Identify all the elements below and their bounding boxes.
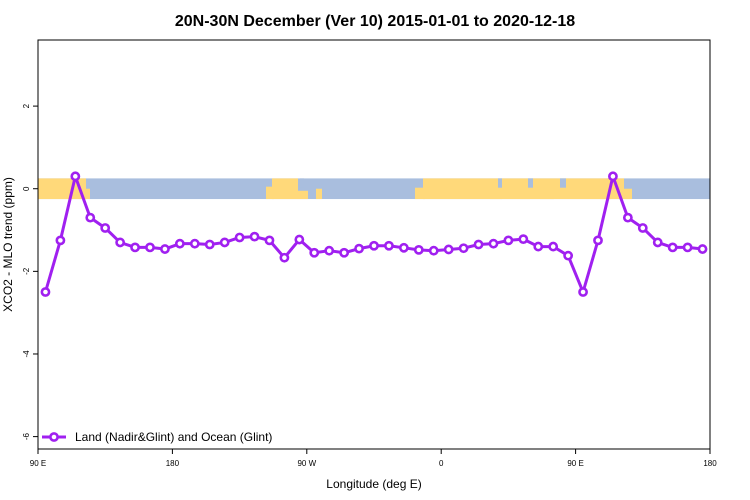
y-tick-label: 0: [22, 186, 31, 191]
ocean-inlet-1: [498, 178, 502, 188]
data-point: [458, 243, 469, 254]
data-point: [264, 235, 275, 246]
x-axis-label: Longitude (deg E): [326, 477, 421, 491]
x-tick-label: 90 E: [30, 459, 46, 468]
legend: Land (Nadir&Glint) and Ocean (Glint): [42, 430, 272, 444]
data-point: [608, 171, 618, 182]
data-point: [85, 212, 96, 223]
data-point: [667, 242, 678, 253]
x-axis: 90 E 180 90 W 0 90 E 180: [30, 449, 717, 468]
land-africa-asia: [423, 178, 611, 200]
ocean-inlet-3: [560, 178, 566, 188]
y-tick-label: 2: [22, 103, 31, 108]
data-point: [354, 243, 364, 254]
data-point: [578, 287, 588, 297]
data-point: [219, 237, 230, 248]
y-tick-label: -2: [22, 267, 31, 275]
data-point: [384, 240, 394, 251]
data-point: [593, 235, 603, 246]
data-point: [518, 234, 529, 245]
data-point: [234, 232, 245, 243]
data-point: [548, 241, 559, 252]
x-tick-label: 180: [703, 459, 717, 468]
plot-frame: [37, 39, 711, 450]
data-point: [174, 238, 185, 249]
y-tick-label: -6: [22, 433, 31, 441]
land-coast-0: [80, 188, 90, 200]
land-north-america: [272, 178, 298, 200]
data-point: [279, 252, 290, 263]
data-point: [294, 234, 305, 245]
data-point: [145, 242, 155, 253]
data-point: [324, 245, 335, 256]
map-band: [38, 178, 710, 200]
land-coast-3: [316, 188, 322, 200]
x-tick-label: 90 E: [567, 459, 583, 468]
data-point: [115, 237, 126, 248]
ocean-inlet-2: [528, 178, 533, 188]
y-axis-label: XCO2 - MLO trend (ppm): [1, 177, 15, 312]
data-point: [563, 250, 574, 261]
data-point: [488, 238, 499, 249]
data-point: [443, 244, 454, 255]
legend-label: Land (Nadir&Glint) and Ocean (Glint): [75, 430, 272, 444]
data-point: [652, 237, 663, 248]
data-point: [503, 235, 514, 246]
data-point: [428, 245, 439, 256]
land-coast-5: [490, 189, 502, 200]
chart-title: 20N-30N December (Ver 10) 2015-01-01 to …: [175, 13, 575, 30]
data-point: [398, 242, 409, 253]
x-tick-label: 90 W: [297, 459, 316, 468]
x-tick-label: 0: [439, 459, 444, 468]
data-point: [160, 244, 170, 254]
x-tick-label: 180: [166, 459, 180, 468]
data-point: [622, 212, 633, 223]
land-coast-6: [520, 188, 530, 200]
data-point: [40, 287, 51, 297]
land-coast-8: [600, 188, 610, 200]
data-point: [249, 231, 260, 242]
land-coast-2: [298, 190, 308, 200]
legend-marker-swatch: [49, 432, 59, 442]
land-coast-7: [540, 189, 554, 200]
data-point: [533, 241, 544, 252]
data-point: [130, 242, 140, 253]
data-point: [55, 235, 66, 246]
data-point: [309, 247, 320, 258]
land-coast-9: [624, 188, 632, 200]
data-point: [369, 240, 379, 251]
data-point: [697, 244, 708, 254]
data-point: [339, 247, 350, 258]
data-point: [100, 223, 111, 233]
data-point: [70, 171, 81, 182]
y-axis: 2 0 -2 -4 -6: [22, 103, 38, 440]
data-point: [204, 239, 215, 250]
series-group: [40, 171, 708, 297]
land-coast-4: [415, 187, 425, 200]
ocean-inlet-0: [300, 178, 304, 188]
data-point: [682, 242, 693, 253]
data-point: [413, 244, 424, 255]
data-point: [473, 239, 484, 250]
data-point: [637, 223, 648, 233]
land-coast-1: [266, 186, 274, 200]
y-tick-label: -4: [22, 350, 31, 358]
data-point: [189, 238, 200, 249]
